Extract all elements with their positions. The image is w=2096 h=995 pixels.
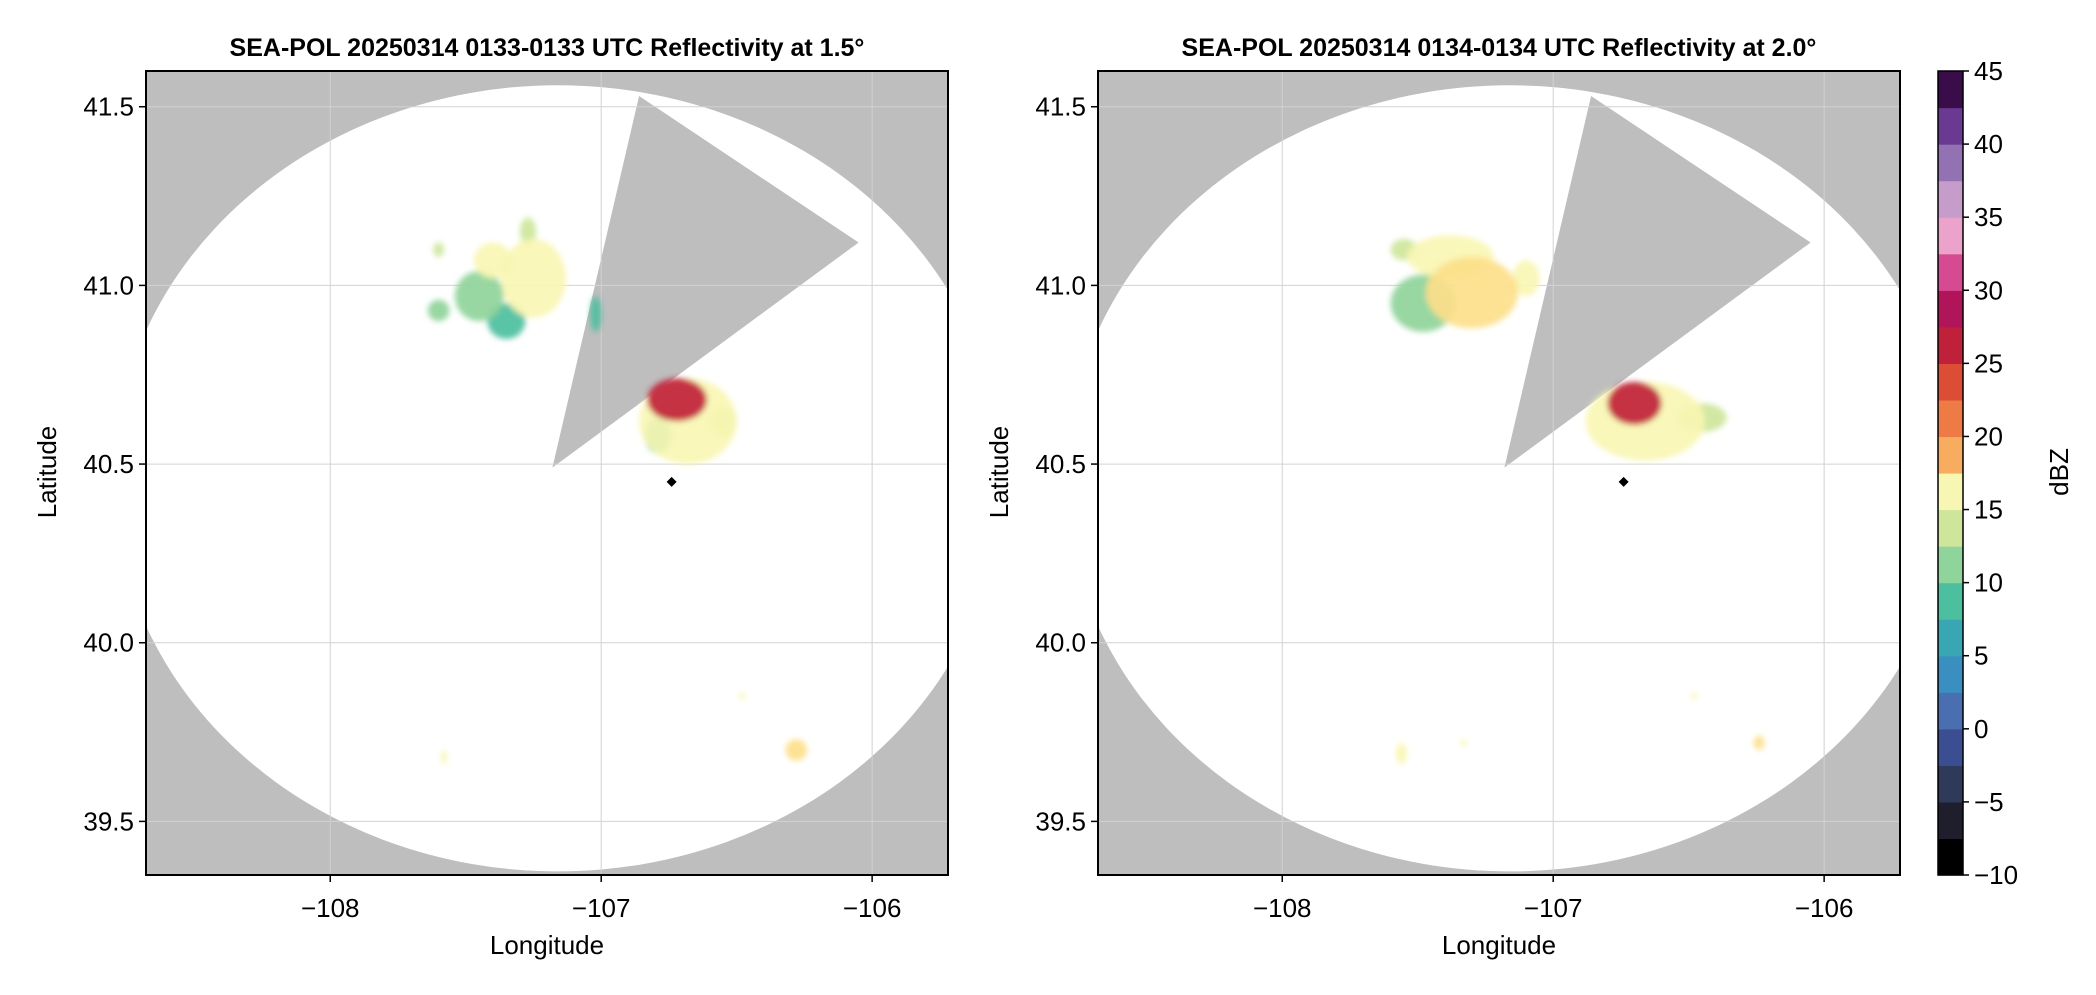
panel-left-y-ticks: 39.5 40.0 40.5 41.0 41.5 xyxy=(83,92,146,836)
blanked-sector xyxy=(1504,96,1811,468)
panel-right-title: SEA-POL 20250314 0134-0134 UTC Reflectiv… xyxy=(1182,34,1817,62)
colorbar-tick-label: 35 xyxy=(1974,202,2003,232)
x-tick-label: −108 xyxy=(1253,893,1312,923)
echo-cell xyxy=(519,217,537,247)
colorbar-swatch xyxy=(1938,692,1963,730)
colorbar-swatch xyxy=(1938,801,1963,840)
colorbar-tick-label: −5 xyxy=(1974,787,2004,817)
colorbar-frame xyxy=(1937,70,1964,876)
y-tick-label: 39.5 xyxy=(1035,806,1086,836)
x-tick-label: −107 xyxy=(1524,893,1583,923)
reflectivity-echoes xyxy=(1390,235,1765,765)
echo-cell xyxy=(1753,735,1765,750)
colorbar-swatches xyxy=(1937,70,1964,876)
echo-cell xyxy=(454,271,504,322)
colorbar-swatch xyxy=(1938,619,1963,657)
blanked-sector xyxy=(552,96,859,468)
y-tick-label: 41.5 xyxy=(83,92,134,122)
y-tick-label: 40.0 xyxy=(83,628,134,658)
panel-left: SEA-POL 20250314 0133-0133 UTC Reflectiv… xyxy=(32,34,949,960)
panel-right-x-ticks: −108 −107 −106 xyxy=(1253,875,1853,923)
plot-frame xyxy=(145,70,949,876)
panel-right-plot-area xyxy=(1097,70,1901,876)
x-tick-label: −106 xyxy=(1795,893,1854,923)
colorbar-swatch xyxy=(1938,546,1963,584)
panel-left-plot-area xyxy=(145,70,949,876)
x-tick-label: −108 xyxy=(301,893,360,923)
y-tick-label: 41.0 xyxy=(1035,270,1086,300)
colorbar-tick-label: 30 xyxy=(1974,275,2003,305)
colorbar-swatch xyxy=(1938,473,1963,511)
echo-cell xyxy=(1607,381,1662,425)
x-tick-label: −106 xyxy=(843,893,902,923)
y-tick-label: 40.5 xyxy=(83,449,134,479)
radar-coverage-disc xyxy=(146,85,948,872)
y-tick-label: 41.5 xyxy=(1035,92,1086,122)
echo-cell xyxy=(500,238,566,318)
echo-cell xyxy=(785,739,808,761)
panel-left-y-label: Latitude xyxy=(32,426,62,519)
colorbar-label: dBZ xyxy=(2044,448,2074,496)
colorbar-ticks: −10 −5 0 5 10 15 20 25 30 35 40 45 xyxy=(1963,56,2018,890)
y-tick-label: 41.0 xyxy=(83,270,134,300)
echo-cell xyxy=(1512,260,1540,297)
colorbar-swatch xyxy=(1938,655,1963,693)
colorbar-swatch xyxy=(1938,728,1963,766)
echo-cell xyxy=(427,299,450,322)
echo-cell xyxy=(739,692,746,700)
colorbar-swatch xyxy=(1938,107,1963,145)
colorbar-tick-label: 15 xyxy=(1974,495,2003,525)
echo-cell xyxy=(1425,256,1518,329)
colorbar-swatch xyxy=(1938,326,1963,364)
radar-site-marker xyxy=(1618,476,1629,487)
colorbar-swatch xyxy=(1938,399,1963,438)
echo-cell xyxy=(441,749,448,765)
colorbar-tick-label: 0 xyxy=(1974,714,1988,744)
colorbar-swatch xyxy=(1938,290,1963,328)
y-tick-label: 39.5 xyxy=(83,806,134,836)
echo-cell xyxy=(1396,742,1407,765)
colorbar-tick-label: −10 xyxy=(1974,860,2018,890)
colorbar-tick-label: 20 xyxy=(1974,421,2003,451)
panel-right-x-label: Longitude xyxy=(1442,930,1556,960)
echo-cell xyxy=(1691,692,1698,700)
reflectivity-echoes xyxy=(427,217,808,765)
colorbar-swatch xyxy=(1938,582,1963,620)
colorbar-swatch xyxy=(1938,144,1963,182)
colorbar-tick-label: 45 xyxy=(1974,56,2003,86)
colorbar-swatch xyxy=(1938,363,1963,401)
radar-site-marker xyxy=(666,476,677,487)
colorbar: −10 −5 0 5 10 15 20 25 30 35 40 45 dBZ xyxy=(1937,56,2074,890)
echo-cell xyxy=(433,242,445,257)
colorbar-swatch xyxy=(1938,838,1963,876)
panel-right: SEA-POL 20250314 0134-0134 UTC Reflectiv… xyxy=(984,34,1901,960)
colorbar-swatch xyxy=(1938,180,1963,218)
echo-cell xyxy=(590,296,602,332)
colorbar-swatch xyxy=(1938,765,1963,803)
colorbar-swatch xyxy=(1938,71,1963,109)
panel-left-x-ticks: −108 −107 −106 xyxy=(301,875,901,923)
panel-left-x-label: Longitude xyxy=(490,930,604,960)
y-tick-label: 40.5 xyxy=(1035,449,1086,479)
panel-left-title: SEA-POL 20250314 0133-0133 UTC Reflectiv… xyxy=(230,34,865,62)
colorbar-tick-label: 25 xyxy=(1974,348,2003,378)
y-tick-label: 40.0 xyxy=(1035,628,1086,658)
plot-frame xyxy=(1097,70,1901,876)
colorbar-tick-label: 10 xyxy=(1974,568,2003,598)
radar-coverage-disc xyxy=(1098,85,1900,872)
panel-right-y-ticks: 39.5 40.0 40.5 41.0 41.5 xyxy=(1035,92,1098,836)
echo-cell xyxy=(1460,739,1467,747)
colorbar-tick-label: 5 xyxy=(1974,641,1988,671)
x-tick-label: −107 xyxy=(572,893,631,923)
colorbar-swatch xyxy=(1938,253,1963,291)
echo-cell xyxy=(647,378,707,422)
colorbar-swatch xyxy=(1938,436,1963,474)
colorbar-tick-label: 40 xyxy=(1974,129,2003,159)
colorbar-swatch xyxy=(1938,217,1963,255)
panel-right-y-label: Latitude xyxy=(984,426,1014,519)
colorbar-swatch xyxy=(1938,509,1963,547)
